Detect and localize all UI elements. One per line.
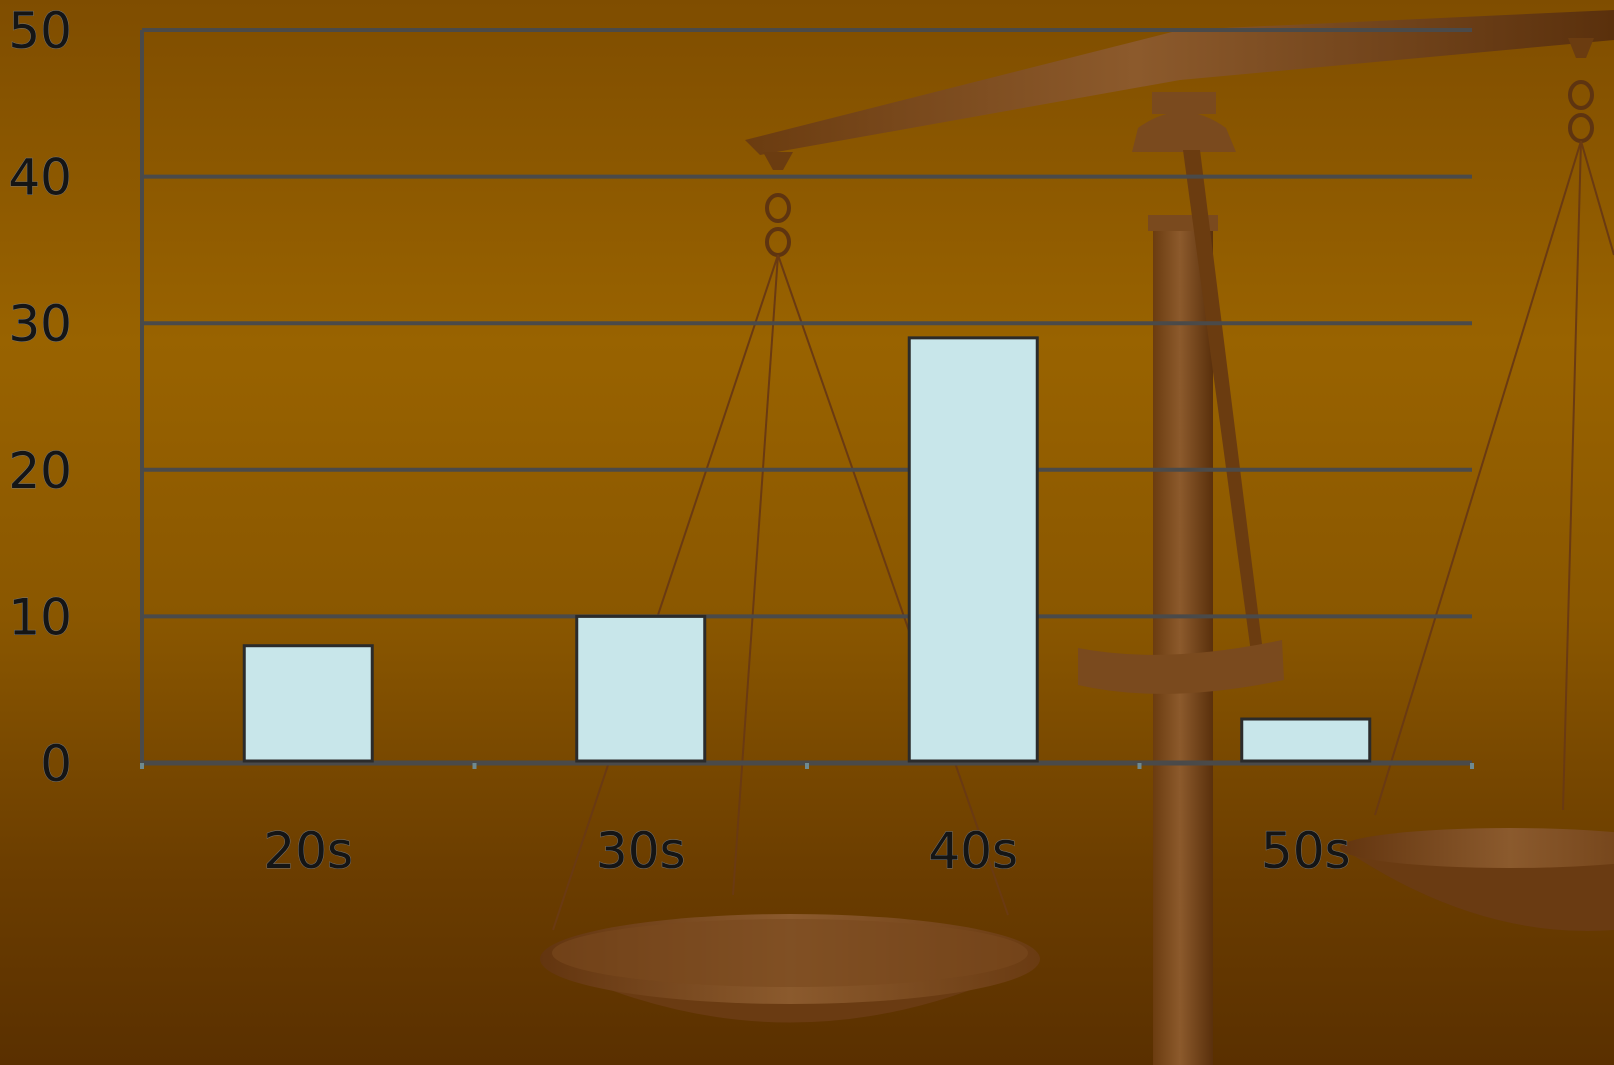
- left-chain-1: [552, 254, 779, 931]
- left-hook-ring-bottom: [765, 227, 791, 257]
- y-tick-label: 0: [40, 735, 72, 793]
- right-hanger: [1568, 38, 1594, 58]
- y-tick-label: 40: [8, 149, 72, 207]
- left-hanger: [763, 152, 793, 170]
- bar-40s: [907, 336, 1039, 763]
- right-pan: [1340, 828, 1614, 868]
- left-chain-2: [732, 254, 779, 896]
- axes: [140, 30, 1474, 769]
- right-chain-3: [1580, 140, 1614, 256]
- x-tick-label: 50s: [1261, 822, 1351, 880]
- left-hook-ring-top: [765, 193, 791, 223]
- bar-50s: [1240, 717, 1372, 763]
- y-tick-label: 30: [8, 295, 72, 353]
- scale-pivot-top: [1152, 92, 1216, 114]
- bar-30s: [575, 614, 707, 763]
- scale-beam: [745, 10, 1614, 155]
- x-tick-label: 30s: [596, 822, 686, 880]
- right-hook-ring-bottom: [1568, 113, 1594, 143]
- bar-20s: [242, 644, 374, 763]
- left-pan-inner: [552, 919, 1028, 987]
- scale-pivot: [1132, 112, 1236, 152]
- y-axis-tick-labels: 0 10 20 30 40 50: [8, 2, 73, 794]
- x-tick-label: 40s: [928, 822, 1018, 880]
- right-chain-2: [1562, 140, 1582, 811]
- y-tick-label: 50: [8, 2, 72, 60]
- y-tick-label: 20: [8, 442, 72, 500]
- left-chain-3: [777, 254, 1009, 916]
- right-pan-bowl: [1345, 850, 1614, 931]
- x-axis-tick-labels: 20s 30s 40s 50s: [263, 822, 1351, 881]
- right-hook-ring-top: [1568, 80, 1594, 110]
- scale-pillar: [1153, 225, 1213, 1065]
- scale-pointer: [1183, 150, 1264, 660]
- balance-scale-illustration: [540, 10, 1614, 1065]
- bars: [242, 336, 1372, 763]
- y-tick-label: 10: [8, 588, 72, 646]
- right-chain-1: [1374, 140, 1582, 816]
- gridlines: [142, 28, 1472, 619]
- scale-pointer-arc: [1078, 640, 1284, 694]
- x-tick-label: 20s: [263, 822, 353, 880]
